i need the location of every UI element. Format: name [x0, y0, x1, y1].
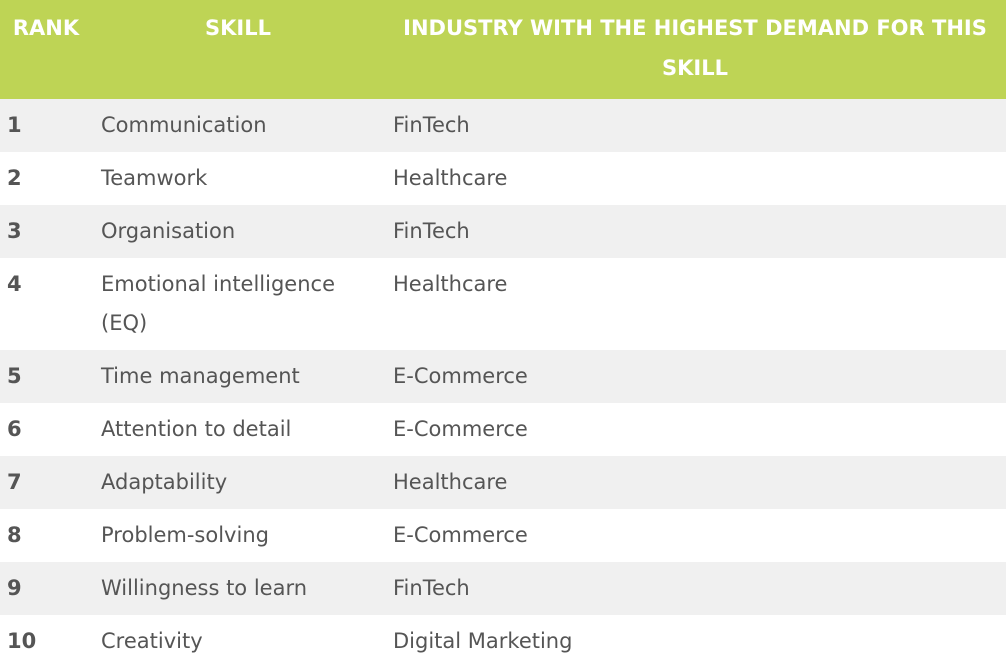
skill-cell: Teamwork — [101, 166, 208, 190]
industry-cell: Healthcare — [393, 272, 508, 296]
industry-cell: FinTech — [393, 219, 470, 243]
table-row: 2 Teamwork Healthcare — [0, 152, 1006, 205]
industry-cell: Digital Marketing — [393, 629, 573, 653]
skill-cell: Creativity — [101, 629, 203, 653]
skill-column-header: SKILL — [205, 16, 271, 40]
skill-cell: Emotional intelligence (EQ) — [101, 272, 336, 335]
industry-cell: E-Commerce — [393, 364, 528, 388]
table-header: RANK SKILL INDUSTRY WITH THE HIGHEST DEM… — [0, 0, 1006, 99]
table-row: 1 Communication FinTech — [0, 99, 1006, 152]
table-row: 4 Emotional intelligence (EQ) Healthcare — [0, 258, 1006, 350]
industry-cell: Healthcare — [393, 166, 508, 190]
rank-cell: 9 — [7, 576, 22, 600]
rank-cell: 5 — [7, 364, 22, 388]
industry-cell: Healthcare — [393, 470, 508, 494]
industry-cell: FinTech — [393, 113, 470, 137]
skill-cell: Willingness to learn — [101, 576, 308, 600]
skill-cell: Adaptability — [101, 470, 228, 494]
rank-cell: 2 — [7, 166, 22, 190]
rank-cell: 7 — [7, 470, 22, 494]
table-row: 5 Time management E-Commerce — [0, 350, 1006, 403]
industry-cell: E-Commerce — [393, 417, 528, 441]
table-row: 6 Attention to detail E-Commerce — [0, 403, 1006, 456]
table-row: 10 Creativity Digital Marketing — [0, 615, 1006, 668]
rank-cell: 3 — [7, 219, 22, 243]
table-body: 1 Communication FinTech 2 Teamwork Healt… — [0, 99, 1006, 668]
header-row: RANK SKILL INDUSTRY WITH THE HIGHEST DEM… — [0, 0, 1006, 99]
rank-cell: 6 — [7, 417, 22, 441]
rank-cell: 4 — [7, 272, 22, 296]
industry-column-header: INDUSTRY WITH THE HIGHEST DEMAND FOR THI… — [403, 16, 987, 80]
rank-cell: 10 — [7, 629, 37, 653]
skill-cell: Communication — [101, 113, 267, 137]
table-row: 3 Organisation FinTech — [0, 205, 1006, 258]
skill-cell: Time management — [101, 364, 300, 388]
rank-cell: 8 — [7, 523, 22, 547]
rank-column-header: RANK — [12, 16, 80, 40]
industry-cell: FinTech — [393, 576, 470, 600]
table-row: 9 Willingness to learn FinTech — [0, 562, 1006, 615]
skill-cell: Organisation — [101, 219, 236, 243]
industry-cell: E-Commerce — [393, 523, 528, 547]
table-row: 8 Problem-solving E-Commerce — [0, 509, 1006, 562]
table-row: 7 Adaptability Healthcare — [0, 456, 1006, 509]
skill-cell: Problem-solving — [101, 523, 269, 547]
rank-cell: 1 — [7, 113, 22, 137]
skill-cell: Attention to detail — [101, 417, 292, 441]
